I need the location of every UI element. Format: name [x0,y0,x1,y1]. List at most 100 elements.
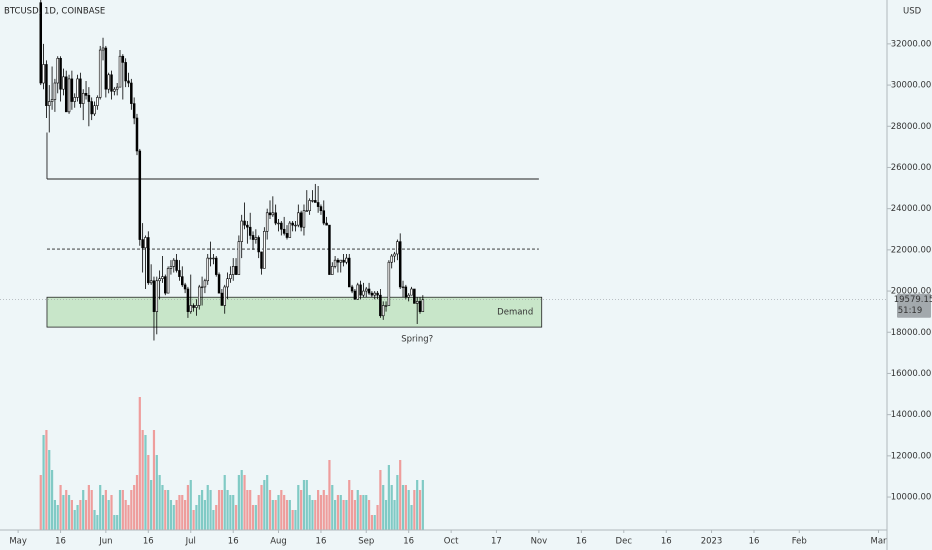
candle-body [206,257,209,282]
x-tick-label: 16 [576,537,587,547]
candle-body [70,78,74,102]
volume-bar [234,505,238,530]
candle-body [158,278,161,282]
volume-bar [62,495,65,530]
candle-body [299,212,303,228]
candle-body [56,57,59,84]
volume-bar [246,490,249,530]
volume-bar [220,490,223,530]
candle-body [260,251,263,269]
volume-bar [334,500,337,530]
volume-bar [243,475,246,530]
volume-bar [390,485,393,530]
volume-pane [39,397,424,530]
candle-body [226,278,229,288]
volume-bar [251,505,255,530]
candle-body [333,259,337,267]
candle-body [240,220,243,242]
candle-body [189,305,193,312]
volume-bar [48,450,51,530]
candle-body [147,237,150,284]
volume-bar [393,500,396,530]
candle-body [348,257,351,288]
volume-bar [76,505,79,530]
candle-body [155,280,159,312]
volume-bar [373,515,376,530]
volume-bar [404,485,407,530]
volume-bar [322,490,325,530]
candle-body [251,235,255,240]
volume-bar [121,490,124,530]
volume-bar [181,495,184,530]
spring-label: Spring? [401,335,433,345]
candle-body [113,88,116,92]
volume-bar [365,495,368,530]
volume-bar [192,510,195,530]
volume-bar [217,490,221,530]
volume-bar [410,505,413,530]
volume-bar [116,515,119,530]
candle-body [87,95,91,102]
countdown-label: 51:19 [898,306,923,316]
candle-body [257,237,260,253]
candle-body [192,305,195,308]
volume-bar [342,500,345,530]
volume-bar [382,485,385,530]
volume-bar [229,495,232,530]
volume-bar [331,485,334,530]
candle-body [353,290,357,300]
volume-bar [311,500,314,530]
candle-body [118,55,122,88]
volume-bar [407,490,410,530]
x-tick-label: Jul [185,537,196,547]
candle-body [314,200,317,203]
candle-body [418,301,422,312]
volume-bar [359,495,362,530]
candle-body [59,57,62,90]
volume-bar [291,510,294,530]
candle-body [376,292,379,296]
volume-bar [367,500,371,530]
candle-body [237,241,241,275]
candle-body [183,284,187,290]
candle-body [328,224,331,275]
x-tick-label: Mar [870,537,887,547]
demand-label: Demand [497,308,533,318]
candle-body [79,78,82,104]
candle-body [322,210,326,224]
candle-body [339,259,343,263]
y-tick-label: 10000.00 [891,493,932,503]
candle-body [115,86,119,90]
candle-body [93,105,96,115]
volume-bar [161,485,164,530]
volume-bar [356,490,359,530]
volume-bar [186,485,190,530]
candle-body [53,82,57,100]
candle-body [268,212,272,216]
candle-body [248,226,252,236]
candle-body [186,288,190,312]
volume-bar [65,490,68,530]
candle-body [404,286,408,298]
candle-body [362,290,365,296]
x-tick-label: Dec [616,537,633,547]
volume-bar [169,500,173,530]
volume-bar [418,490,422,530]
candle-body [364,288,368,292]
candle-body [135,117,139,152]
candle-body [200,286,204,289]
volume-bar [421,480,424,530]
volume-bar [237,475,240,530]
candle-body [336,259,340,263]
candle-body [331,266,334,275]
volume-bar [348,480,351,530]
candle-body [64,76,68,113]
x-tick-label: Aug [270,537,287,547]
candle-body [195,305,198,308]
last-price-label: 19579.15 [894,295,932,305]
y-tick-label: 20000.00 [891,287,932,297]
volume-bar [362,495,365,530]
